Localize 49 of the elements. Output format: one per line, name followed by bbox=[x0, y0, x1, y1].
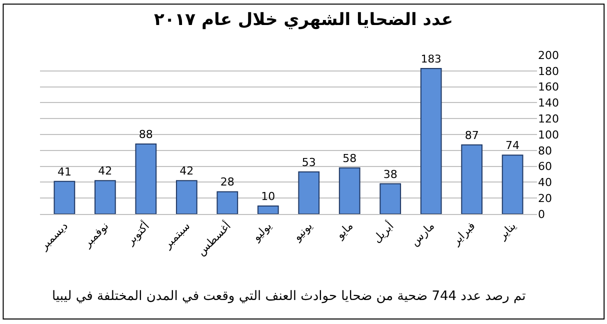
data-label: 88 bbox=[138, 128, 153, 142]
data-label: 41 bbox=[57, 165, 72, 178]
x-tick-label: أكتوبر bbox=[122, 218, 152, 248]
y-tick-label: 100 bbox=[538, 128, 559, 142]
bar bbox=[338, 167, 360, 214]
bar bbox=[461, 144, 482, 214]
text: تم رصد عدد 744 ضحية من ضحايا حوادث العنف التي وقعت في المدن المختلفة في ليبيا bbox=[52, 289, 526, 304]
data-label: 38 bbox=[383, 168, 398, 181]
x-tick-label: مارس bbox=[408, 219, 438, 248]
bar bbox=[135, 144, 157, 214]
y-tick-label: 200 bbox=[538, 48, 559, 62]
bar bbox=[298, 171, 320, 214]
y-tick-label: 60 bbox=[538, 160, 552, 174]
y-tick-label: 0 bbox=[538, 208, 545, 221]
x-tick-label: يونيو bbox=[290, 220, 315, 244]
data-label: 74 bbox=[506, 139, 520, 152]
bar bbox=[216, 191, 238, 214]
bar bbox=[176, 180, 198, 214]
bar bbox=[380, 183, 402, 214]
bar bbox=[257, 206, 279, 214]
data-label: 42 bbox=[180, 164, 194, 178]
x-tick-label: أبريل bbox=[370, 218, 396, 246]
y-tick-label: 180 bbox=[538, 64, 559, 78]
y-tick-label: 160 bbox=[538, 80, 559, 94]
x-tick-label: سبتمبر bbox=[160, 220, 193, 252]
y-tick-label: 120 bbox=[538, 112, 559, 126]
x-tick-label: يوليو bbox=[249, 220, 274, 244]
y-tick-label: 40 bbox=[538, 176, 552, 190]
data-label: 28 bbox=[220, 176, 234, 189]
x-tick-label: ديسمبر bbox=[36, 219, 71, 254]
data-label: 87 bbox=[464, 128, 479, 142]
data-label: 53 bbox=[302, 156, 316, 169]
x-tick-label: مايو bbox=[332, 219, 356, 242]
bar bbox=[502, 154, 524, 214]
data-label: 183 bbox=[420, 52, 442, 66]
y-tick-label: 20 bbox=[538, 192, 552, 205]
chart-title: عدد الضحايا الشهري خلال عام ٢٠١٧ bbox=[154, 10, 453, 30]
data-label: 42 bbox=[98, 164, 112, 178]
x-tick-label: نوفمبر bbox=[80, 220, 112, 250]
bar bbox=[420, 68, 442, 214]
data-label: 58 bbox=[342, 152, 357, 165]
x-tick-label: أغسطس bbox=[194, 218, 234, 258]
bar bbox=[94, 180, 116, 214]
data-label: 10 bbox=[261, 190, 276, 204]
y-tick-label: 140 bbox=[538, 96, 559, 110]
bar bbox=[54, 180, 76, 214]
y-tick-label: 80 bbox=[538, 144, 552, 158]
x-tick-label: فبراير bbox=[448, 220, 478, 248]
x-tick-label: يناير bbox=[495, 220, 519, 243]
